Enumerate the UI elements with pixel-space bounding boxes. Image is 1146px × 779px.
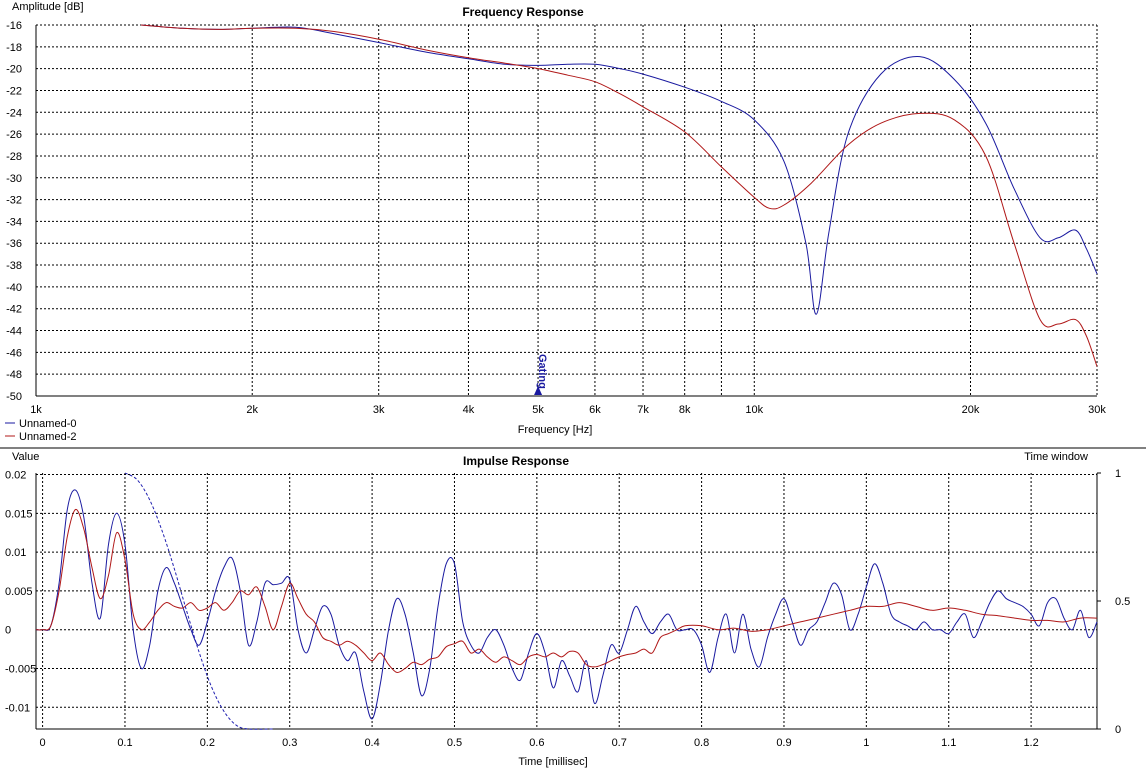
freq-ytick-label: -50 — [6, 391, 22, 403]
imp-xtick-label: 0.9 — [776, 737, 791, 749]
freq-ytick-label: -20 — [6, 64, 22, 76]
freq-ytick-label: -46 — [6, 347, 22, 359]
imp-xlabel: Time [millisec] — [518, 756, 587, 768]
imp-series-time-window — [124, 472, 274, 730]
imp-ytick-label: 0.015 — [5, 508, 33, 520]
freq-ytick-label: -34 — [6, 216, 22, 228]
freq-xtick-label: 10k — [745, 404, 763, 416]
freq-axes — [35, 25, 1097, 397]
imp-xtick-label: 0 — [40, 737, 46, 749]
imp-ytick-label: 0.01 — [5, 547, 26, 559]
freq-ytick-label: -24 — [6, 107, 22, 119]
imp-y2tick-label: 0.5 — [1115, 596, 1130, 608]
imp-series-unnamed-0 — [35, 489, 1098, 720]
imp-ylabel: Value — [12, 451, 39, 463]
imp-y2tick-label: 1 — [1115, 468, 1121, 480]
freq-ytick-label: -26 — [6, 129, 22, 141]
freq-tick-labels: -16 -18 -20 -22 -24 -26 -28 -30 -32 -34 -36 -38 -40 -… — [6, 20, 1106, 416]
imp-xtick-label: 0.6 — [529, 737, 544, 749]
freq-plot-area — [36, 25, 1097, 396]
imp-xtick-label: 0.8 — [694, 737, 709, 749]
freq-ytick-label: -36 — [6, 238, 22, 250]
imp-ytick-label: -0.005 — [5, 663, 36, 675]
gating-marker-arrow — [534, 386, 543, 395]
imp-ytick-label: 0.005 — [5, 586, 33, 598]
freq-xtick-label: 20k — [962, 404, 980, 416]
freq-ytick-label: -42 — [6, 304, 22, 316]
imp-xtick-label: 1.1 — [941, 737, 956, 749]
freq-ytick-label: -38 — [6, 260, 22, 272]
gating-marker-label: Gating — [536, 354, 548, 389]
imp-xtick-label: 1.2 — [1023, 737, 1038, 749]
imp-ytick-label: 0 — [5, 625, 11, 637]
imp-plot-area — [36, 473, 1097, 729]
imp-series — [35, 472, 1098, 730]
freq-xtick-label: 6k — [589, 404, 601, 416]
freq-xtick-label: 8k — [679, 404, 691, 416]
imp-xtick-label: 0.5 — [447, 737, 462, 749]
freq-ytick-label: -44 — [6, 326, 22, 338]
imp-series-unnamed-2 — [35, 508, 1098, 673]
imp-ytick-label: 0.02 — [5, 470, 26, 482]
freq-ytick-label: -28 — [6, 151, 22, 163]
freq-title: Frequency Response — [462, 5, 584, 19]
imp-tick-labels: 0.02 0.015 0.01 0.005 0 -0.005 -0.01 0 0.1 0.2 0.3… — [5, 468, 1130, 749]
imp-xtick-label: 1 — [863, 737, 869, 749]
freq-xtick-label: 7k — [637, 404, 649, 416]
freq-ytick-label: -48 — [6, 369, 22, 381]
freq-xtick-label: 30k — [1088, 404, 1106, 416]
imp-xtick-label: 0.3 — [282, 737, 297, 749]
imp-xtick-label: 0.1 — [117, 737, 132, 749]
imp-axes — [35, 472, 1101, 730]
imp-xtick-label: 0.2 — [200, 737, 215, 749]
imp-xtick-label: 0.4 — [364, 737, 379, 749]
freq-series — [140, 24, 1098, 367]
frequency-response-chart: -16 -18 -20 -22 -24 -26 -28 -30 -32 -34 -36 -38 -40 -… — [5, 1, 1106, 443]
freq-ytick-label: -30 — [6, 173, 22, 185]
imp-xtick-label: 0.7 — [612, 737, 627, 749]
freq-xtick-label: 5k — [532, 404, 544, 416]
freq-ylabel: Amplitude [dB] — [12, 1, 84, 13]
imp-title: Impulse Response — [463, 454, 569, 468]
freq-xtick-label: 2k — [246, 404, 258, 416]
imp-y2tick-label: 0 — [1115, 724, 1121, 736]
freq-ytick-label: -22 — [6, 85, 22, 97]
freq-xtick-label: 1k — [30, 404, 42, 416]
freq-ytick-label: -32 — [6, 195, 22, 207]
legend-label-unnamed-0: Unnamed-0 — [19, 418, 76, 430]
freq-xlabel: Frequency [Hz] — [518, 424, 593, 436]
freq-series-unnamed-0 — [140, 24, 1098, 315]
freq-ytick-label: -16 — [6, 20, 22, 32]
freq-series-unnamed-2 — [140, 24, 1098, 367]
imp-ytick-label: -0.01 — [5, 702, 30, 714]
gating-marker[interactable]: Gating — [534, 354, 548, 395]
legend-label-unnamed-2: Unnamed-2 — [19, 431, 76, 443]
freq-xtick-label: 3k — [373, 404, 385, 416]
freq-ytick-label: -40 — [6, 282, 22, 294]
freq-ytick-label: -18 — [6, 42, 22, 54]
imp-grid — [36, 473, 1097, 729]
freq-xtick-label: 4k — [463, 404, 475, 416]
imp-y2label: Time window — [1024, 451, 1088, 463]
impulse-response-chart: 0.02 0.015 0.01 0.005 0 -0.005 -0.01 0 0.1 0.2 0.3… — [5, 451, 1130, 768]
